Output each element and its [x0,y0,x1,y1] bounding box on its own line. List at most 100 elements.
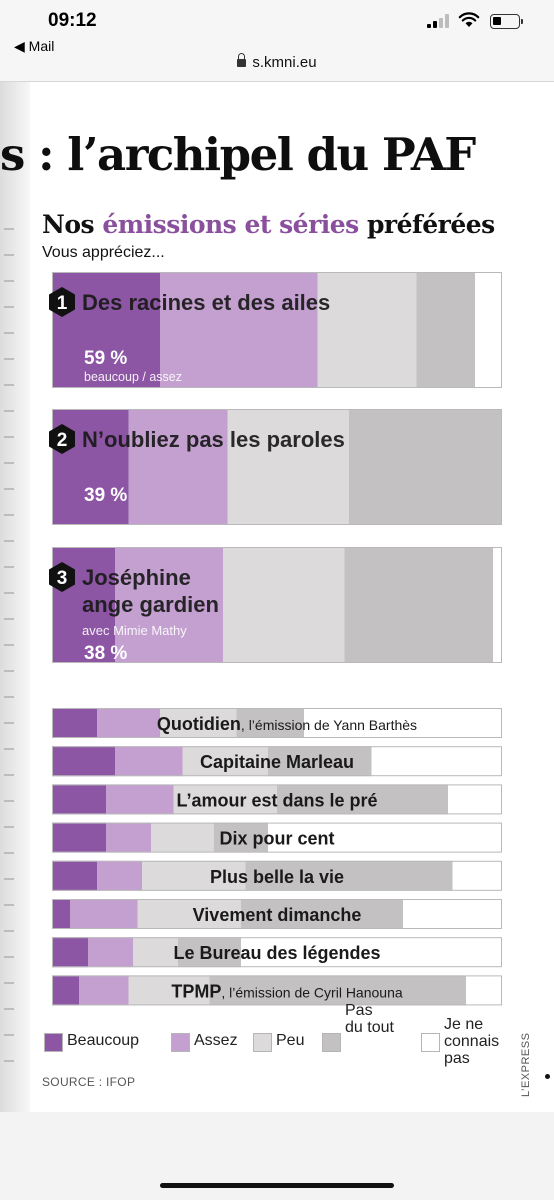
show-bar-6-segment-ne-connais-pas [403,899,502,929]
show-bar-5-segment-beaucoup [52,860,97,891]
show-bar-2-label: Capitaine Marleau [200,752,354,772]
legend-label-assez: Assez [194,1032,238,1049]
top3-bar-2-outline [52,409,502,525]
show-bar-6-name: Vivement dimanche [193,905,362,925]
chart-question: Vous appréciez... [42,244,165,261]
show-bar-1-label: Quotidien, l’émission de Yann Barthès [157,714,417,734]
status-bar: 09:12 ◀ Mail s.kmni.eu [0,0,554,82]
top3-bar-3-name-line-2: ange gardien [82,592,219,617]
show-bar-3-segment-peu [173,784,277,815]
subtitle-part-3: préférées [358,210,495,239]
show-bar-2-name: Capitaine Marleau [200,752,354,772]
show-bar-5-segment-assez [97,860,142,891]
show-bar-6-segment-beaucoup [52,899,70,929]
legend-label-peu: Peu [276,1032,305,1049]
source-note: SOURCE : IFOP [42,1075,136,1089]
show-bar-1-segment-pas-du-tout [236,708,304,738]
legend-label-pas-du-tout-line-1: Pas [345,1002,373,1019]
top3-bar-1-segment-assez [160,272,318,388]
show-bar-8-outline [52,975,502,1006]
battery-icon [490,14,523,29]
show-bar-3-name: L’amour est dans le pré [176,790,377,810]
show-bar-7-label: Le Bureau des légendes [173,943,380,963]
back-arrow-icon: ◀ [14,38,25,54]
show-bar-4-segment-peu [151,822,214,853]
show-bar-5-segment-peu [142,860,246,891]
top3-bar-3-segment-pas-du-tout [344,547,493,663]
legend-label-ne-connais-pas-line-2: connais [444,1033,500,1050]
top3-bar-1-name: Des racines et des ailes [82,290,330,315]
show-bar-2-segment-assez [115,746,183,777]
show-bar-1-segment-beaucoup [52,708,97,738]
show-bar-8-segment-assez [79,975,129,1006]
top3-bar-3-name-line-1: Joséphine [82,565,191,590]
top3-bar-2-segment-peu [227,409,349,525]
top3-bar-1-segment-ne-connais-pas [475,272,502,388]
show-bar-2-segment-peu [182,746,268,777]
show-bar-5-outline [52,860,502,891]
top3-bar-3-percent-label: 38 % [84,643,127,664]
url-text: s.kmni.eu [252,54,317,71]
show-bar-3-outline [52,784,502,815]
show-bar-8-segment-peu [128,975,210,1006]
lock-icon [237,53,247,67]
show-bar-4-label: Dix pour cent [219,829,334,849]
show-bar-7-segment-pas-du-tout [178,937,241,968]
page-edge-marks [4,212,14,1072]
legend-swatch-beaucoup [44,1033,63,1052]
top3-bar-1-segment-peu [317,272,417,388]
legend-swatch-peu [253,1033,272,1052]
show-bar-4-outline [52,822,502,853]
show-bar-8-segment-ne-connais-pas [466,975,502,1006]
page-dot [545,1074,550,1079]
back-to-mail-link[interactable]: ◀ Mail [14,38,54,55]
top3-bar-3-segment-peu [223,547,345,663]
show-bar-3-segment-ne-connais-pas [448,784,502,815]
show-bar-1-segment-peu [160,708,237,738]
show-bar-1-segment-ne-connais-pas [304,708,502,738]
show-bar-8-suffix: , l’émission de Cyril Hanouna [221,984,403,1000]
show-bar-4-segment-pas-du-tout [214,822,268,853]
show-bar-5-segment-ne-connais-pas [452,860,502,891]
show-bar-4-segment-ne-connais-pas [268,822,502,853]
show-bar-7-segment-beaucoup [52,937,88,968]
show-bar-4-segment-beaucoup [52,822,106,853]
top3-bar-3-rank-badge [49,562,75,592]
top3-bar-1-rank-badge [49,287,75,317]
top3-bar-1-segment-pas-du-tout [416,272,475,388]
top3-bar-2-name: N’oubliez pas les paroles [82,427,345,452]
address-bar[interactable]: s.kmni.eu [0,53,554,71]
headline: s : l’archipel du PAF [0,128,476,181]
show-bar-6-segment-pas-du-tout [241,899,403,929]
show-bar-3-segment-beaucoup [52,784,106,815]
legend-swatch-pas-du-tout [322,1033,341,1052]
subtitle-part-1: Nos [42,210,103,239]
show-bar-2-segment-beaucoup [52,746,115,777]
stacked-bar-chart: 1 Des racines et des ailes 59 %beaucoup / … [49,272,502,1006]
subtitle-part-2: émissions et séries [102,210,359,239]
show-bar-3-segment-assez [106,784,174,815]
back-label: Mail [28,38,55,54]
top3-bar-1-rank-label: 1 [57,293,68,314]
show-bar-6-outline [52,899,502,929]
show-bar-5-segment-pas-du-tout [245,860,453,891]
top3-bar-3-segment-assez [115,547,223,663]
show-bar-6-segment-assez [70,899,138,929]
show-bar-3-segment-pas-du-tout [277,784,448,815]
show-bar-7-segment-ne-connais-pas [241,937,502,968]
show-bar-5-label: Plus belle la vie [210,867,344,887]
legend-swatch-assez [171,1033,190,1052]
home-indicator[interactable] [160,1183,394,1188]
clock: 09:12 [48,10,97,31]
show-bar-8-label: TPMP, l’émission de Cyril Hanouna [171,981,403,1001]
show-bar-1-outline [52,708,502,738]
show-bar-6-label: Vivement dimanche [193,905,362,925]
top3-bar-2-percent-label: 39 % [84,485,127,506]
top3-bar-1-percent-label: 59 % [84,348,127,369]
show-bar-6-segment-peu [137,899,241,929]
top3-bar-2-segment-pas-du-tout [349,409,502,525]
show-bar-7-outline [52,937,502,968]
cellular-signal-icon [427,14,449,28]
show-bar-1-suffix: , l’émission de Yann Barthès [241,717,417,733]
show-bar-4-name: Dix pour cent [219,829,334,849]
